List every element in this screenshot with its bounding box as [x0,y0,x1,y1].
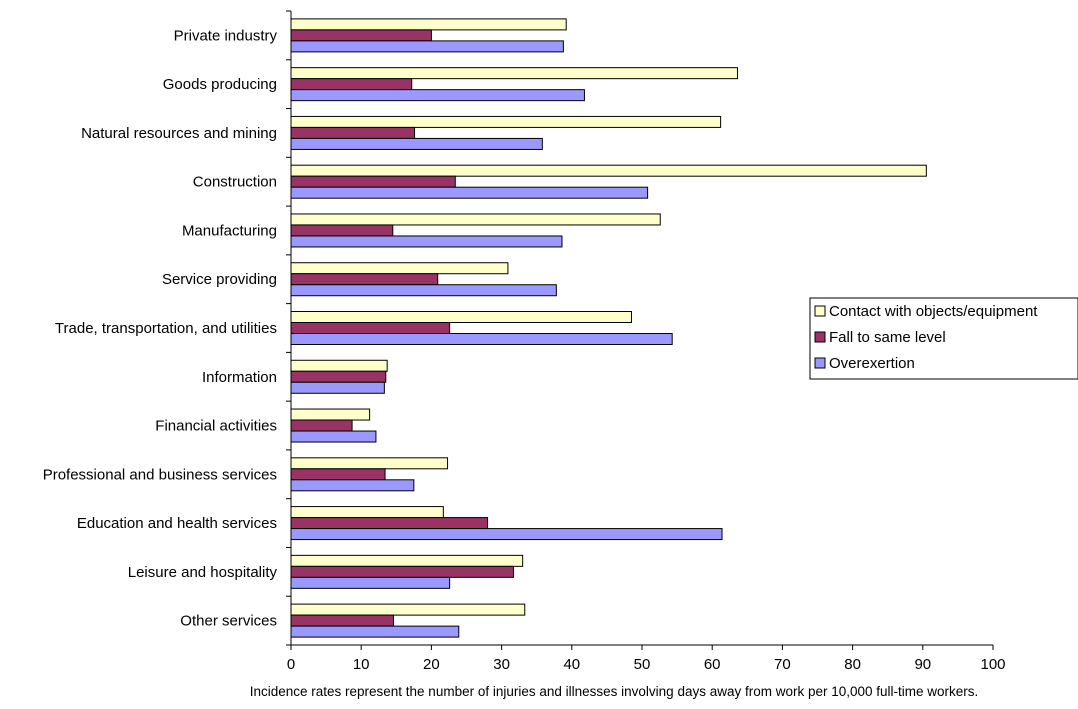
category-label: Service providing [162,271,277,288]
bar-contact [290,67,738,80]
bar-fall [290,29,432,42]
bar-contact [290,408,371,421]
bar-contact [290,18,567,31]
legend-label: Overexertion [829,355,915,372]
bar-fall [290,517,489,530]
x-tick-label: 10 [353,656,370,673]
category-label: Professional and business services [43,466,277,483]
legend: Contact with objects/equipment Fall to sa… [809,297,1078,380]
bar-overexertion [290,333,673,345]
category-label: Trade, transportation, and utilities [55,320,277,337]
category-label: Goods producing [163,76,277,93]
bar-contact [290,213,661,226]
category-labels: Private industry Goods producing Natural r… [43,27,278,629]
x-tick-label: 0 [287,656,295,673]
legend-swatch [814,331,826,343]
legend-box [809,297,1078,380]
category-label: Manufacturing [182,222,277,239]
bar-fall [290,419,353,432]
x-tick-label: 30 [493,656,510,673]
bar-overexertion [290,528,723,541]
x-tick-label: 60 [704,656,721,673]
x-tick-label: 80 [844,656,861,673]
x-tick-label: 40 [563,656,580,673]
bar-overexertion [290,284,557,297]
legend-label: Contact with objects/equipment [829,303,1038,320]
x-tick-label: 90 [914,656,931,673]
bar-overexertion [290,89,585,102]
bar-contact [290,603,526,616]
category-label: Leisure and hospitality [128,564,278,581]
bar-overexertion [290,625,460,638]
bar-overexertion [290,40,564,53]
x-tick-label: 20 [423,656,440,673]
bar-contact [290,262,509,275]
bar-contact [290,457,449,470]
bar-fall [290,224,394,237]
x-tick-label: 100 [980,656,1005,673]
x-axis-ticks: 0 10 20 30 40 50 60 70 80 90 100 [287,645,1006,673]
bar-overexertion [290,235,563,248]
bar-fall [290,468,386,481]
category-label: Construction [193,174,277,191]
category-label: Information [202,369,277,386]
x-tick-label: 70 [774,656,791,673]
bar-contact [290,164,927,177]
bar-fall [290,126,416,139]
category-label: Financial activities [155,418,277,435]
bar-fall [290,273,439,286]
category-label: Natural resources and mining [81,125,277,142]
legend-label: Fall to same level [829,329,946,346]
bar-fall [290,614,394,627]
bar-overexertion [290,576,451,589]
bar-fall [290,78,413,91]
category-label: Private industry [174,27,278,44]
bar-overexertion [290,430,377,443]
bar-overexertion [290,479,415,492]
category-label: Other services [180,613,277,630]
bar-fall [290,322,451,334]
bar-contact [290,506,444,519]
bar-contact [290,115,722,128]
bar-overexertion [290,186,649,199]
legend-items: Contact with objects/equipment Fall to sa… [814,303,1038,372]
bar-fall [290,565,515,578]
bar-contact [290,359,388,372]
bar-fall [290,370,387,383]
bar-overexertion [290,381,385,394]
bar-overexertion [290,137,543,150]
chart-note: Incidence rates represent the number of … [250,684,979,699]
bar-contact [290,554,524,567]
bar-fall [290,175,456,188]
legend-swatch [814,305,826,317]
x-tick-label: 50 [634,656,651,673]
category-label: Education and health services [77,515,277,532]
bar-contact [290,311,632,323]
legend-swatch [814,357,826,369]
